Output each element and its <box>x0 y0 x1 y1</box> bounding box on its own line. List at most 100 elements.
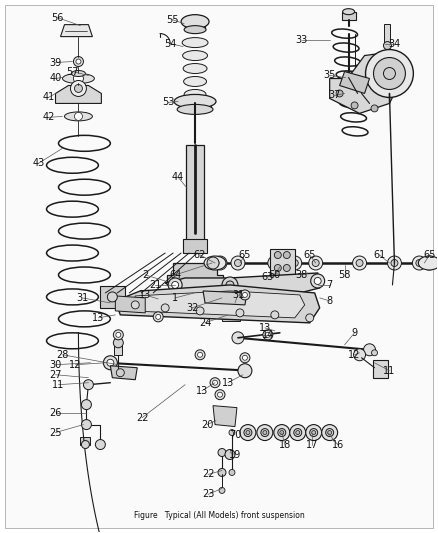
Circle shape <box>74 74 83 84</box>
Ellipse shape <box>64 112 92 121</box>
Bar <box>100 286 125 308</box>
Text: 43: 43 <box>32 158 45 168</box>
Text: 8: 8 <box>327 296 333 306</box>
Polygon shape <box>165 273 320 301</box>
Ellipse shape <box>183 63 207 74</box>
Circle shape <box>257 425 273 441</box>
Text: 35: 35 <box>323 70 336 80</box>
Circle shape <box>218 449 226 456</box>
Text: 53: 53 <box>162 98 174 108</box>
Circle shape <box>283 252 290 259</box>
Ellipse shape <box>184 90 206 100</box>
Ellipse shape <box>418 256 438 270</box>
Text: 28: 28 <box>57 350 69 360</box>
Text: 54: 54 <box>164 38 177 49</box>
Text: 7: 7 <box>326 280 333 290</box>
Circle shape <box>218 392 223 397</box>
Polygon shape <box>270 249 295 277</box>
Circle shape <box>278 429 286 437</box>
Circle shape <box>81 441 89 449</box>
Circle shape <box>312 431 316 434</box>
Polygon shape <box>213 406 237 426</box>
Text: 12: 12 <box>348 350 361 360</box>
Text: 65: 65 <box>239 250 251 260</box>
Circle shape <box>116 333 121 337</box>
Text: 31: 31 <box>232 290 244 300</box>
Bar <box>372 360 389 378</box>
Circle shape <box>310 429 318 437</box>
Ellipse shape <box>177 104 213 115</box>
Circle shape <box>153 312 163 322</box>
Ellipse shape <box>174 94 216 108</box>
Polygon shape <box>115 296 145 313</box>
Circle shape <box>288 256 302 270</box>
Circle shape <box>83 379 93 390</box>
Text: 55: 55 <box>166 14 178 25</box>
Circle shape <box>388 256 401 270</box>
Circle shape <box>196 307 204 315</box>
Bar <box>186 146 204 243</box>
Circle shape <box>296 431 300 434</box>
Circle shape <box>213 256 227 270</box>
Circle shape <box>117 369 124 377</box>
Circle shape <box>306 425 321 441</box>
Text: 27: 27 <box>49 370 62 379</box>
Text: 13: 13 <box>196 386 208 395</box>
Circle shape <box>274 425 290 441</box>
Circle shape <box>290 425 306 441</box>
Text: 57: 57 <box>66 67 79 77</box>
Text: 19: 19 <box>229 449 241 459</box>
Ellipse shape <box>71 70 85 77</box>
Polygon shape <box>60 25 92 37</box>
Bar <box>185 18 205 30</box>
Ellipse shape <box>204 256 226 270</box>
Text: 39: 39 <box>49 58 62 68</box>
Text: 13: 13 <box>222 378 234 387</box>
Text: 18: 18 <box>279 440 291 449</box>
Bar <box>75 80 81 85</box>
Circle shape <box>345 71 355 82</box>
Text: 40: 40 <box>49 74 62 84</box>
Polygon shape <box>203 291 247 305</box>
Circle shape <box>231 256 245 270</box>
Circle shape <box>422 256 436 270</box>
Text: 22: 22 <box>136 413 148 423</box>
Polygon shape <box>130 291 305 318</box>
Text: 12: 12 <box>69 360 81 370</box>
Circle shape <box>391 260 398 266</box>
Text: 24: 24 <box>199 318 211 328</box>
Text: 14: 14 <box>262 330 274 340</box>
Text: 44: 44 <box>172 172 184 182</box>
Circle shape <box>353 256 367 270</box>
Bar <box>114 345 122 355</box>
Bar <box>81 437 90 445</box>
Text: 2: 2 <box>142 270 148 280</box>
Circle shape <box>172 281 179 288</box>
Circle shape <box>328 431 332 434</box>
Text: 1: 1 <box>172 293 178 303</box>
Circle shape <box>268 256 282 270</box>
Text: 20: 20 <box>201 419 213 430</box>
Ellipse shape <box>184 77 207 86</box>
Text: 30: 30 <box>49 360 62 370</box>
Circle shape <box>274 264 281 271</box>
Ellipse shape <box>183 51 208 61</box>
Text: 65: 65 <box>423 250 435 260</box>
Circle shape <box>95 440 106 449</box>
Circle shape <box>222 277 238 293</box>
Circle shape <box>198 352 202 357</box>
Circle shape <box>371 350 378 356</box>
Ellipse shape <box>184 26 206 34</box>
Circle shape <box>207 257 219 269</box>
Circle shape <box>311 274 325 288</box>
Circle shape <box>103 356 117 370</box>
Polygon shape <box>56 85 101 103</box>
Text: 13: 13 <box>92 313 105 323</box>
Text: 62: 62 <box>194 250 206 260</box>
Circle shape <box>234 260 241 266</box>
Circle shape <box>265 333 270 337</box>
Circle shape <box>274 252 281 259</box>
Text: 25: 25 <box>49 427 62 438</box>
Circle shape <box>215 390 225 400</box>
Text: 41: 41 <box>42 92 55 102</box>
